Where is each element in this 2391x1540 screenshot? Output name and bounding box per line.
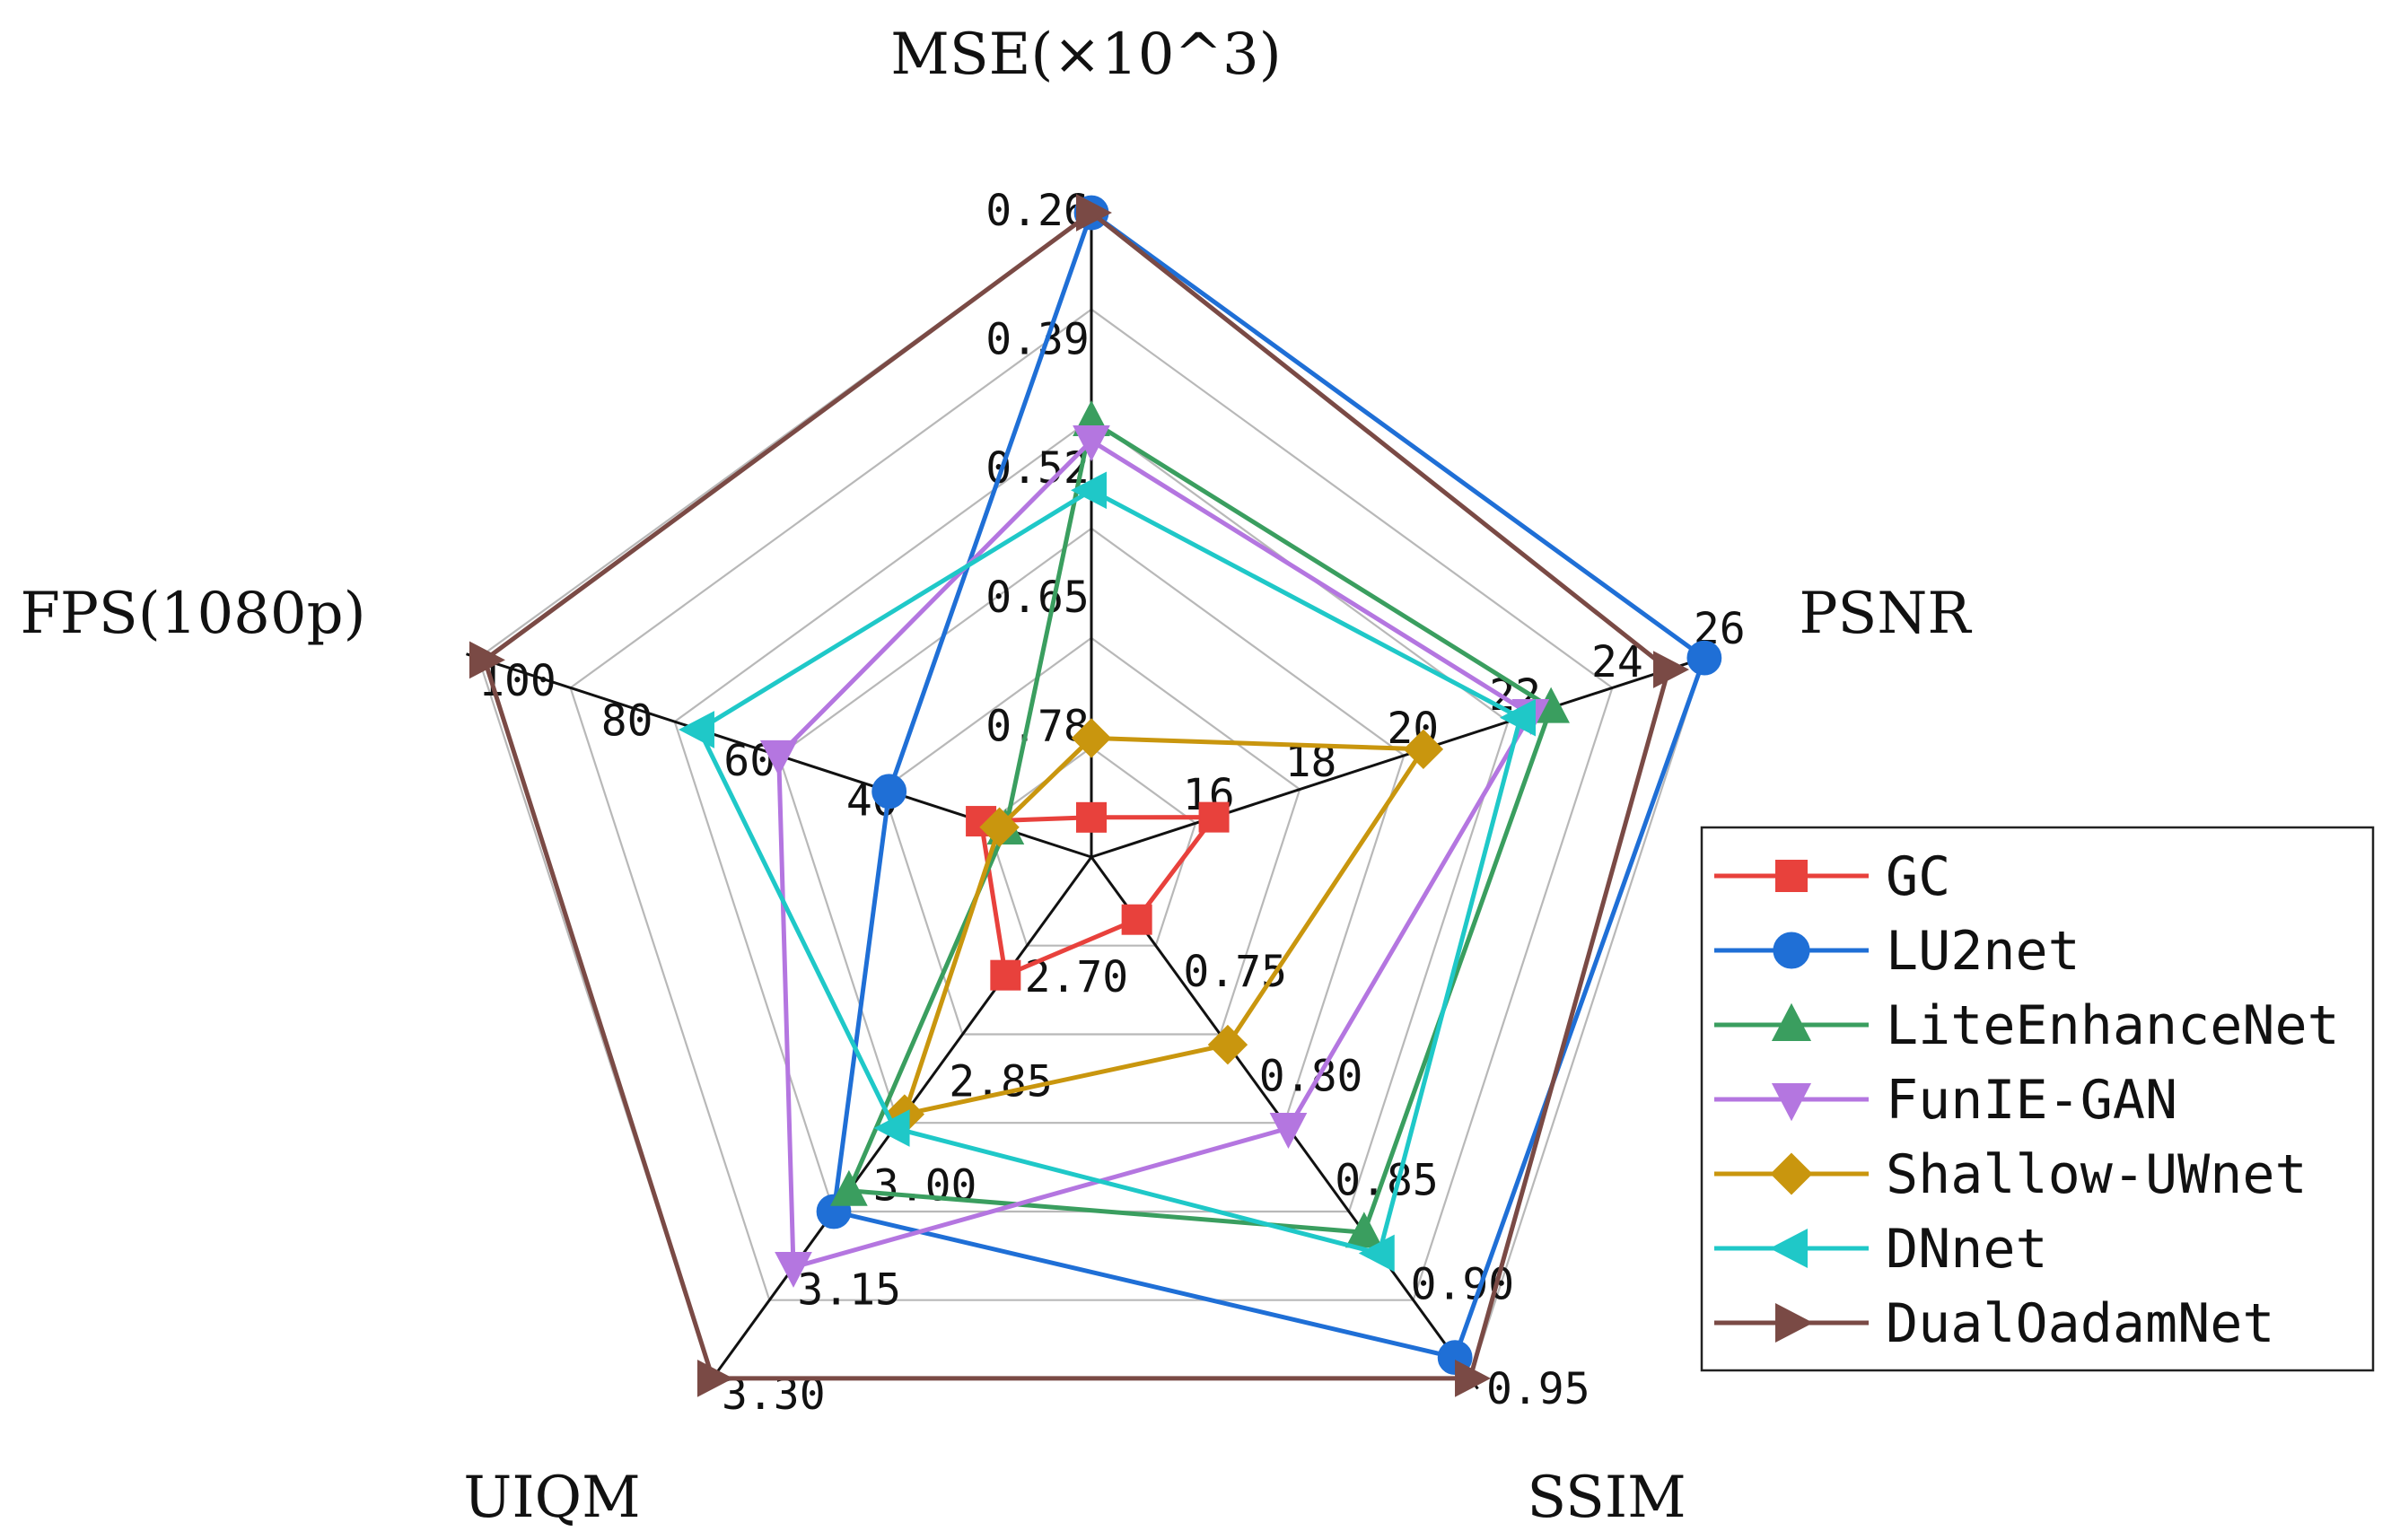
- tick-label-mse-10-3: 0.39: [985, 315, 1090, 365]
- legend-entry-lu2net: LU2net: [1714, 920, 2080, 983]
- data-point-gc-mse-10-3: [1076, 801, 1107, 833]
- legend-marker-lu2net: [1773, 932, 1810, 969]
- legend-marker-shallow-uwnet: [1770, 1152, 1813, 1195]
- axis-line-psnr: [1090, 652, 1717, 859]
- grid-ring: [881, 636, 1301, 1036]
- data-point-gc-uiqm: [990, 959, 1021, 991]
- data-point-liteenhancenet-ssim: [1345, 1212, 1383, 1248]
- data-point-dualoadamnet-mse-10-3: [1076, 194, 1112, 232]
- legend-marker-liteenhancenet: [1771, 1002, 1812, 1041]
- tick-label-ssim: 0.95: [1486, 1364, 1590, 1414]
- data-point-shallow-uwnet-fps-1080p: [979, 807, 1020, 847]
- legend-label-funie-gan: FunIE-GAN: [1886, 1069, 2177, 1132]
- legend-label-lu2net: LU2net: [1886, 920, 2080, 983]
- tick-label-fps-1080p: 80: [601, 696, 653, 747]
- legend: GC LU2net LiteEnhanceNet FunIE-GAN Shallow-U…: [1700, 826, 2375, 1372]
- tick-label-mse-10-3: 0.78: [985, 701, 1090, 751]
- grid-ring: [569, 308, 1614, 1301]
- data-point-funie-gan-ssim: [1269, 1113, 1308, 1150]
- series-dualoadamnet: [469, 194, 1689, 1397]
- axis-title-fps-1080p: FPS(1080p): [20, 581, 365, 647]
- data-point-gc-ssim: [1121, 904, 1152, 935]
- data-point-funie-gan-fps-1080p: [759, 739, 798, 776]
- series-line-dualoadamnet: [482, 210, 1671, 1381]
- tick-label-uiqm: 3.15: [797, 1265, 901, 1316]
- data-point-dualoadamnet-psnr: [1653, 651, 1689, 688]
- legend-label-dnnet: DNnet: [1886, 1218, 2048, 1281]
- legend-entry-shallow-uwnet: Shallow-UWnet: [1714, 1143, 2308, 1206]
- legend-label-dualoadamnet: DualOadamNet: [1886, 1292, 2274, 1355]
- data-point-liteenhancenet-uiqm: [830, 1169, 868, 1206]
- series-dnnet: [679, 471, 1536, 1273]
- legend-marker-dualoadamnet: [1775, 1302, 1814, 1343]
- data-point-lu2net-fps-1080p: [871, 774, 907, 809]
- data-point-dnnet-psnr: [1500, 698, 1536, 737]
- axis-titles: MSE(×10^3) PSNR SSIM UIQM FPS(1080p): [20, 22, 1972, 1531]
- tick-label-ssim: 0.90: [1411, 1260, 1515, 1310]
- legend-entry-liteenhancenet: LiteEnhanceNet: [1714, 994, 2340, 1057]
- tick-label-mse-10-3: 0.65: [985, 573, 1090, 623]
- legend-marker-gc: [1775, 860, 1808, 892]
- data-point-shallow-uwnet-ssim: [1207, 1024, 1248, 1065]
- axis-title-mse-10-3: MSE(×10^3): [890, 22, 1281, 88]
- tick-label-ssim: 0.75: [1183, 947, 1287, 997]
- data-point-dualoadamnet-fps-1080p: [469, 641, 505, 679]
- legend-entry-dualoadamnet: DualOadamNet: [1714, 1292, 2274, 1355]
- data-point-dnnet-mse-10-3: [1071, 471, 1107, 510]
- axis-title-ssim: SSIM: [1527, 1465, 1686, 1531]
- legend-entry-gc: GC: [1714, 845, 1950, 908]
- data-point-dnnet-uiqm: [873, 1109, 910, 1147]
- data-point-dualoadamnet-uiqm: [696, 1360, 733, 1397]
- data-point-funie-gan-mse-10-3: [1073, 425, 1110, 462]
- legend-marker-dnnet: [1769, 1228, 1808, 1269]
- legend-label-shallow-uwnet: Shallow-UWnet: [1886, 1143, 2308, 1206]
- legend-entry-funie-gan: FunIE-GAN: [1714, 1069, 2177, 1132]
- series-line-lu2net: [831, 210, 1707, 1361]
- tick-label-uiqm: 2.85: [949, 1056, 1053, 1107]
- data-point-dnnet-fps-1080p: [679, 711, 714, 748]
- legend-entry-dnnet: DNnet: [1714, 1218, 2048, 1281]
- grid-ring: [777, 527, 1406, 1124]
- series-line-funie-gan: [776, 438, 1533, 1270]
- data-point-funie-gan-uiqm: [775, 1251, 812, 1288]
- tick-label-psnr: 24: [1591, 637, 1643, 687]
- series-line-dnnet: [696, 487, 1523, 1256]
- series-funie-gan: [759, 425, 1550, 1288]
- legend-label-gc: GC: [1886, 845, 1950, 908]
- data-point-dnnet-ssim: [1358, 1234, 1395, 1273]
- data-point-lu2net-psnr: [1686, 640, 1722, 676]
- series-line-shallow-uwnet: [902, 735, 1426, 1117]
- data-point-shallow-uwnet-psnr: [1403, 729, 1444, 770]
- series: [469, 194, 1722, 1397]
- series-line-liteenhancenet: [846, 418, 1554, 1235]
- data-point-shallow-uwnet-mse-10-3: [1071, 718, 1112, 758]
- legend-label-liteenhancenet: LiteEnhanceNet: [1886, 994, 2340, 1057]
- tick-label-mse-10-3: 0.26: [985, 186, 1090, 236]
- tick-label-uiqm: 3.00: [873, 1161, 977, 1212]
- axis-title-psnr: PSNR: [1799, 581, 1972, 647]
- legend-marker-funie-gan: [1771, 1083, 1812, 1122]
- axis-title-uiqm: UIQM: [463, 1465, 640, 1531]
- data-point-gc-psnr: [1198, 801, 1230, 833]
- data-point-dualoadamnet-ssim: [1455, 1360, 1491, 1397]
